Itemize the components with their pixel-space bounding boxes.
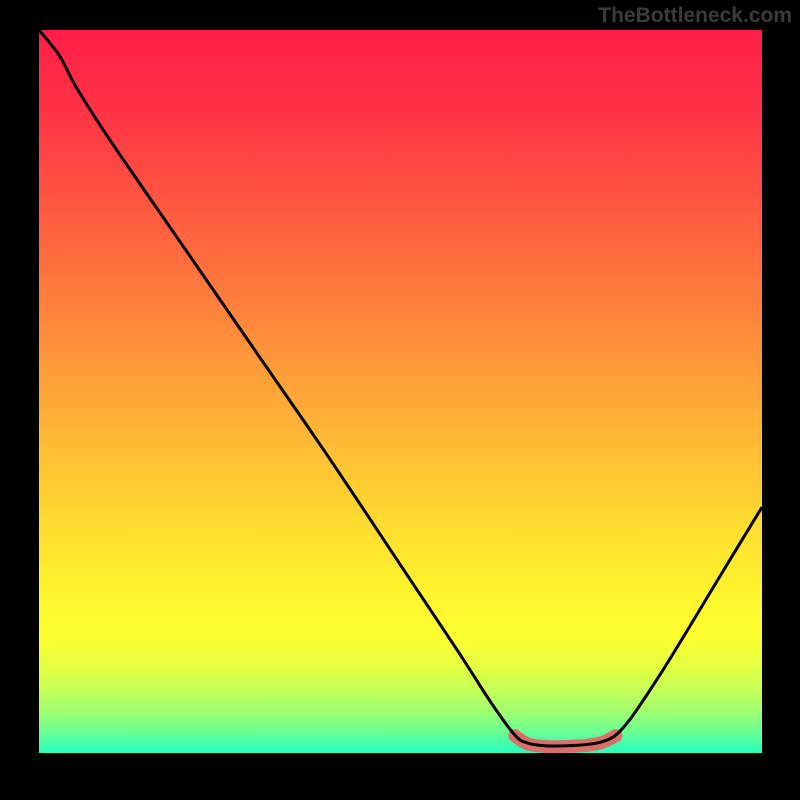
bottleneck-curve bbox=[39, 30, 762, 746]
chart-panel bbox=[39, 30, 762, 753]
attribution-text: TheBottleneck.com bbox=[598, 4, 792, 28]
chart-svg bbox=[39, 30, 762, 753]
chart-container: TheBottleneck.com bbox=[0, 0, 800, 800]
